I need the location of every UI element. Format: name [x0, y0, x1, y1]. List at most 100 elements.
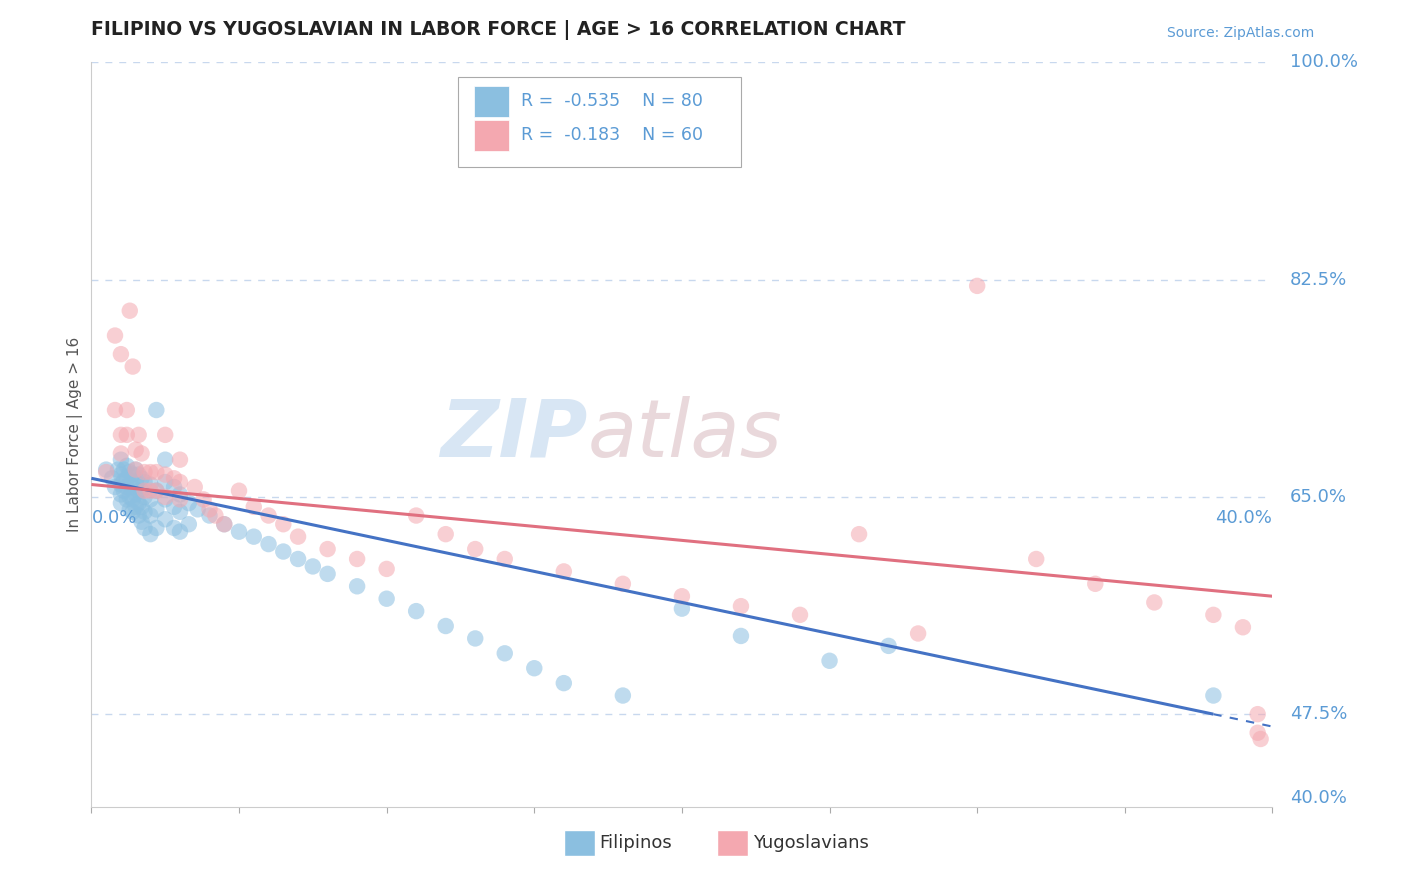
Point — [494, 552, 516, 566]
Point — [169, 492, 191, 507]
Point — [301, 559, 323, 574]
Point — [110, 428, 132, 442]
Point — [134, 465, 156, 479]
Point — [243, 500, 266, 514]
Point — [494, 646, 516, 660]
Point — [145, 465, 167, 479]
Text: Source: ZipAtlas.com: Source: ZipAtlas.com — [1167, 26, 1315, 40]
Point — [153, 452, 177, 467]
Point — [104, 480, 127, 494]
Point — [169, 475, 191, 489]
Point — [375, 562, 398, 576]
Point — [1250, 731, 1272, 746]
Point — [214, 517, 236, 532]
Point — [121, 505, 143, 519]
Text: 82.5%: 82.5% — [1291, 270, 1347, 289]
Point — [169, 524, 191, 539]
Point — [1247, 707, 1270, 722]
Point — [118, 465, 141, 479]
Point — [131, 515, 153, 529]
Point — [124, 487, 148, 501]
Point — [169, 505, 191, 519]
Point — [198, 508, 221, 523]
Point — [121, 359, 143, 374]
Point — [124, 462, 148, 476]
Point — [145, 521, 167, 535]
Point — [96, 462, 118, 476]
Point — [134, 505, 156, 519]
Point — [1084, 577, 1107, 591]
Point — [118, 477, 141, 491]
Point — [118, 303, 141, 318]
Point — [134, 475, 156, 489]
Point — [131, 500, 153, 514]
Point — [434, 619, 457, 633]
Point — [257, 537, 280, 551]
Point — [671, 589, 693, 603]
Point — [730, 629, 752, 643]
Point — [110, 446, 132, 460]
Point — [110, 347, 132, 361]
Point — [273, 544, 295, 558]
Text: R =  -0.535    N = 80: R = -0.535 N = 80 — [522, 92, 703, 111]
Point — [139, 477, 162, 491]
Point — [177, 517, 200, 532]
Point — [287, 552, 309, 566]
Point — [405, 604, 427, 618]
Point — [139, 527, 162, 541]
Point — [134, 483, 156, 498]
Point — [316, 566, 339, 581]
Point — [118, 502, 141, 516]
Point — [145, 502, 167, 516]
Point — [1202, 607, 1225, 622]
FancyBboxPatch shape — [457, 78, 741, 167]
Text: 65.0%: 65.0% — [1291, 488, 1347, 506]
Text: R =  -0.183    N = 60: R = -0.183 N = 60 — [522, 127, 703, 145]
Point — [1232, 620, 1254, 634]
Point — [110, 452, 132, 467]
Point — [1143, 595, 1166, 609]
Text: atlas: atlas — [588, 396, 782, 474]
Point — [287, 530, 309, 544]
Point — [128, 508, 150, 523]
Point — [612, 577, 634, 591]
Point — [124, 475, 148, 489]
Point — [124, 500, 148, 514]
Point — [163, 521, 186, 535]
Point — [115, 428, 138, 442]
Point — [848, 527, 870, 541]
Point — [121, 480, 143, 494]
Text: Filipinos: Filipinos — [599, 834, 672, 852]
Point — [169, 452, 191, 467]
Y-axis label: In Labor Force | Age > 16: In Labor Force | Age > 16 — [67, 337, 83, 533]
Point — [228, 524, 250, 539]
Point — [104, 403, 127, 417]
Point — [789, 607, 811, 622]
Text: 0.0%: 0.0% — [91, 509, 136, 527]
Point — [163, 480, 186, 494]
Point — [121, 467, 143, 482]
Point — [153, 492, 177, 507]
Text: ZIP: ZIP — [440, 396, 588, 474]
Point — [131, 471, 153, 485]
Point — [115, 480, 138, 494]
Point — [110, 487, 132, 501]
Point — [198, 502, 221, 516]
Point — [214, 517, 236, 532]
Point — [346, 579, 368, 593]
Point — [204, 508, 226, 523]
Point — [1247, 726, 1270, 740]
Point — [110, 477, 132, 491]
Point — [118, 490, 141, 504]
Point — [112, 462, 135, 476]
Point — [183, 480, 207, 494]
Bar — [474, 120, 509, 151]
Text: 100.0%: 100.0% — [1291, 54, 1358, 71]
Point — [115, 458, 138, 473]
Point — [112, 474, 135, 488]
Point — [877, 639, 900, 653]
Point — [177, 496, 200, 510]
Point — [818, 654, 841, 668]
Point — [612, 689, 634, 703]
Point — [163, 471, 186, 485]
